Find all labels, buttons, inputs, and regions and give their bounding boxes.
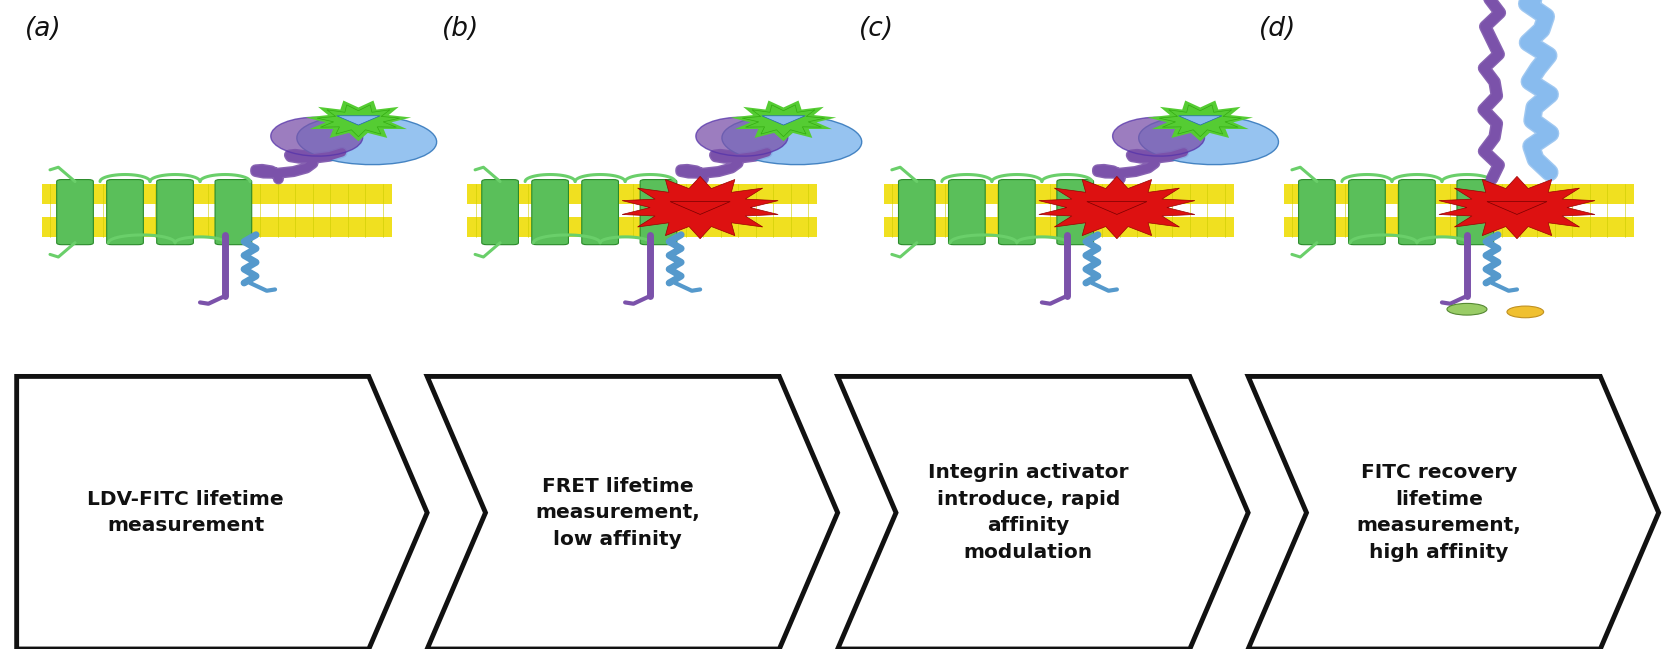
Polygon shape bbox=[1179, 116, 1222, 125]
Text: (c): (c) bbox=[859, 16, 894, 42]
Ellipse shape bbox=[695, 117, 788, 156]
FancyBboxPatch shape bbox=[884, 204, 1234, 217]
Ellipse shape bbox=[1507, 306, 1544, 318]
Text: LDV-FITC lifetime
measurement: LDV-FITC lifetime measurement bbox=[87, 490, 283, 535]
Text: FITC recovery
lifetime
measurement,
high affinity: FITC recovery lifetime measurement, high… bbox=[1357, 463, 1522, 562]
Polygon shape bbox=[1087, 202, 1147, 214]
FancyBboxPatch shape bbox=[532, 180, 568, 245]
FancyBboxPatch shape bbox=[1349, 180, 1385, 245]
Text: (b): (b) bbox=[442, 16, 478, 42]
FancyBboxPatch shape bbox=[582, 180, 618, 245]
Polygon shape bbox=[1487, 202, 1547, 214]
FancyBboxPatch shape bbox=[899, 180, 935, 245]
FancyBboxPatch shape bbox=[1457, 180, 1494, 245]
FancyBboxPatch shape bbox=[1284, 184, 1634, 204]
FancyBboxPatch shape bbox=[57, 180, 93, 245]
Text: (a): (a) bbox=[25, 16, 62, 42]
Ellipse shape bbox=[1447, 303, 1487, 315]
Polygon shape bbox=[317, 105, 400, 137]
Polygon shape bbox=[670, 202, 730, 214]
FancyBboxPatch shape bbox=[1057, 180, 1094, 245]
FancyBboxPatch shape bbox=[1284, 217, 1634, 238]
Polygon shape bbox=[1147, 101, 1254, 141]
FancyBboxPatch shape bbox=[215, 180, 252, 245]
Polygon shape bbox=[1249, 376, 1659, 649]
FancyBboxPatch shape bbox=[467, 217, 817, 238]
Polygon shape bbox=[337, 116, 380, 125]
Polygon shape bbox=[762, 116, 805, 125]
FancyBboxPatch shape bbox=[884, 184, 1234, 204]
FancyBboxPatch shape bbox=[949, 180, 985, 245]
Polygon shape bbox=[17, 376, 427, 649]
Ellipse shape bbox=[297, 115, 437, 165]
FancyBboxPatch shape bbox=[1399, 180, 1435, 245]
Polygon shape bbox=[1159, 105, 1242, 137]
Text: Integrin activator
introduce, rapid
affinity
modulation: Integrin activator introduce, rapid affi… bbox=[929, 463, 1129, 562]
FancyBboxPatch shape bbox=[467, 204, 817, 217]
FancyBboxPatch shape bbox=[999, 180, 1035, 245]
FancyBboxPatch shape bbox=[157, 180, 193, 245]
Ellipse shape bbox=[1139, 115, 1279, 165]
Ellipse shape bbox=[722, 115, 862, 165]
FancyBboxPatch shape bbox=[107, 180, 143, 245]
Polygon shape bbox=[622, 177, 778, 239]
FancyBboxPatch shape bbox=[42, 217, 392, 238]
FancyBboxPatch shape bbox=[467, 184, 817, 204]
FancyBboxPatch shape bbox=[1284, 204, 1634, 217]
Text: (d): (d) bbox=[1259, 16, 1295, 42]
FancyBboxPatch shape bbox=[42, 204, 392, 217]
Ellipse shape bbox=[270, 117, 363, 156]
FancyBboxPatch shape bbox=[1299, 180, 1335, 245]
FancyBboxPatch shape bbox=[42, 184, 392, 204]
FancyBboxPatch shape bbox=[482, 180, 518, 245]
Polygon shape bbox=[305, 101, 412, 141]
Polygon shape bbox=[837, 376, 1249, 649]
Polygon shape bbox=[742, 105, 825, 137]
FancyBboxPatch shape bbox=[640, 180, 677, 245]
Text: FRET lifetime
measurement,
low affinity: FRET lifetime measurement, low affinity bbox=[535, 477, 700, 548]
Polygon shape bbox=[1439, 177, 1595, 239]
FancyBboxPatch shape bbox=[884, 217, 1234, 238]
Polygon shape bbox=[730, 101, 837, 141]
Polygon shape bbox=[1039, 177, 1195, 239]
Polygon shape bbox=[427, 376, 837, 649]
Ellipse shape bbox=[1112, 117, 1205, 156]
